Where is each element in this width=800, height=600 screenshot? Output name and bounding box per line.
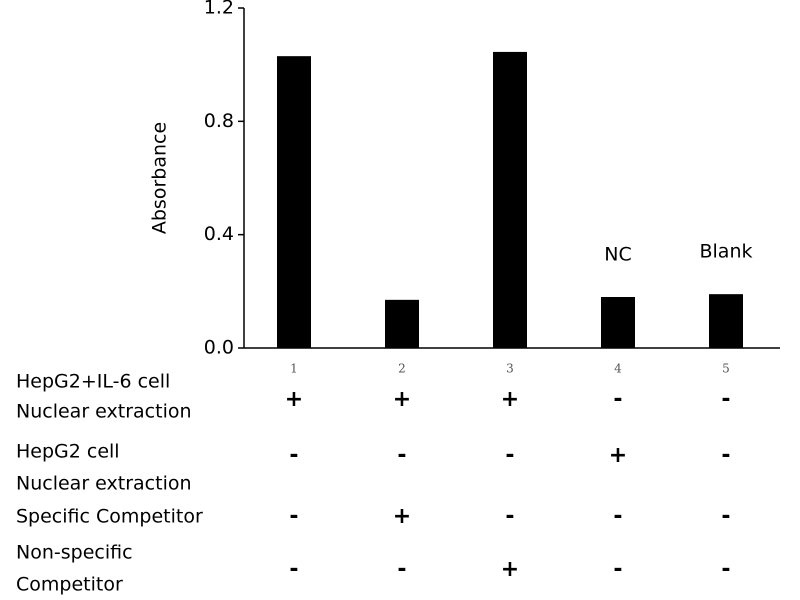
cell-sign: -: [721, 557, 730, 582]
cell-sign: -: [505, 443, 514, 468]
row-label: Non-specific: [16, 542, 133, 564]
cell-sign: +: [501, 557, 519, 582]
row-label: HepG2+IL-6 cell: [16, 371, 170, 393]
cell-sign: -: [721, 443, 730, 468]
bar: [493, 51, 527, 349]
x-tick-label: 5: [722, 362, 730, 376]
y-tick-label: 0.4: [204, 223, 234, 245]
cell-sign: -: [289, 557, 298, 582]
y-tick-label: 1.2: [204, 0, 234, 19]
row-label: Nuclear extraction: [16, 401, 192, 423]
cell-sign: +: [609, 443, 627, 468]
cell-sign: +: [501, 387, 519, 412]
y-tick-label: 0.0: [204, 337, 234, 359]
annotation: Blank: [699, 241, 752, 263]
row-label: Nuclear extraction: [16, 473, 192, 495]
x-tick-label: 3: [506, 362, 514, 376]
cell-sign: -: [613, 387, 622, 412]
row-label: Specific Competitor: [16, 506, 203, 528]
cell-sign: -: [397, 557, 406, 582]
cell-sign: -: [721, 387, 730, 412]
cell-sign: -: [613, 557, 622, 582]
bar: [709, 294, 743, 348]
cell-sign: +: [393, 387, 411, 412]
row-label: Competitor: [16, 574, 123, 596]
cell-sign: -: [289, 443, 298, 468]
y-tick-label: 0.8: [204, 110, 234, 132]
cell-sign: -: [613, 504, 622, 529]
cell-sign: +: [285, 387, 303, 412]
x-tick-label: 1: [290, 362, 298, 376]
x-tick-label: 4: [614, 362, 622, 376]
cell-sign: -: [289, 504, 298, 529]
bar: [277, 56, 311, 349]
cell-sign: -: [721, 504, 730, 529]
cell-sign: -: [505, 504, 514, 529]
cell-sign: -: [397, 443, 406, 468]
row-label: HepG2 cell: [16, 441, 120, 463]
cell-sign: +: [393, 504, 411, 529]
bar: [601, 297, 635, 348]
annotation: NC: [604, 244, 631, 266]
x-tick-label: 2: [398, 362, 406, 376]
y-axis-label: Absorbance: [149, 122, 171, 234]
bar: [385, 299, 419, 348]
